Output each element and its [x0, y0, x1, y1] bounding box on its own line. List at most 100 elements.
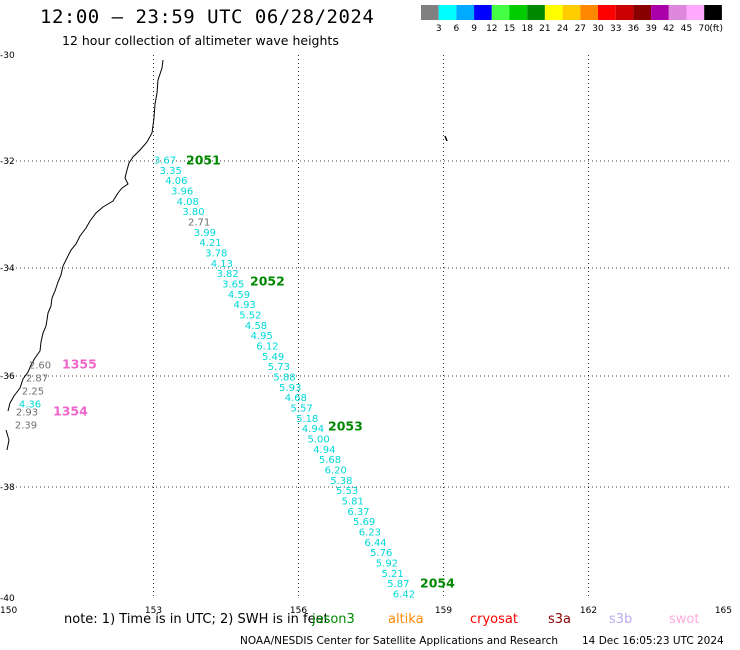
swh-value-label: 4.94: [302, 424, 324, 435]
legend-tick-label: 39: [645, 24, 657, 34]
swh-value-label: 4.94: [313, 445, 335, 456]
swh-value-label: 3.80: [182, 207, 204, 218]
swh-value-label: 5.88: [273, 373, 295, 384]
swh-value-label: 5.21: [381, 569, 403, 580]
swh-value-label: 5.68: [319, 455, 341, 466]
lat-tick-label: -30: [0, 51, 15, 61]
swh-value-label: 4.13: [211, 259, 233, 270]
legend-swatch: [438, 5, 457, 20]
legend-swatch: [651, 5, 669, 20]
altimeter-track: 3.673.354.063.964.083.802.713.994.213.78…: [15, 156, 415, 601]
swh-value-label: 4.68: [285, 393, 307, 404]
swh-value-label: 4.59: [228, 290, 250, 301]
legend-tick-label: 3: [436, 24, 442, 34]
lon-tick-label: 162: [580, 606, 597, 616]
swh-value-label: 3.67: [154, 156, 176, 167]
australia-coastline: [7, 59, 164, 412]
lat-tick-label: -40: [0, 594, 15, 604]
legend-swatch: [668, 5, 687, 20]
legend-tick-label: 36: [628, 24, 640, 34]
legend-tick-label: 30: [592, 24, 604, 34]
swh-value-label: 2.93: [16, 408, 38, 419]
swh-value-label: 2.25: [22, 387, 44, 398]
footer-note: note: 1) Time is in UTC; 2) SWH is in fe…: [64, 612, 329, 627]
legend-swatch: [421, 5, 439, 20]
pass-number-label: 1354: [53, 404, 88, 419]
swh-value-label: 5.49: [262, 352, 284, 363]
swh-value-label: 2.60: [29, 361, 51, 372]
legend-swatch: [686, 5, 705, 20]
swh-value-label: 6.37: [347, 507, 369, 518]
swh-value-label: 3.78: [205, 249, 227, 260]
legend-swatch: [562, 5, 581, 20]
island-speck: [444, 135, 448, 142]
legend-tick-label: 18: [521, 24, 533, 34]
pass-labels: 2051 2052 2053 2054 1355 1354: [53, 153, 455, 591]
legend-tick-label: 33: [610, 24, 621, 34]
swh-value-label: 2.39: [15, 421, 37, 432]
legend-tick-label: 12: [486, 24, 497, 34]
map-subtitle: 12 hour collection of altimeter wave hei…: [62, 33, 339, 48]
map-title: 12:00 – 23:59 UTC 06/28/2024: [40, 6, 375, 28]
legend-tick-label: 45: [681, 24, 692, 34]
lat-tick-label: -32: [0, 157, 15, 167]
swh-value-label: 5.00: [308, 435, 330, 446]
swh-value-label: 4.21: [199, 238, 221, 249]
legend-tick-label: 21: [539, 24, 550, 34]
swh-value-label: 5.52: [239, 311, 261, 322]
swh-value-label: 5.18: [296, 414, 318, 425]
swh-value-label: 5.87: [387, 579, 409, 590]
lat-tick-label: -38: [0, 483, 15, 493]
swh-value-label: 4.36: [19, 400, 41, 411]
legend-swatch: [704, 5, 722, 20]
legend-swatch: [456, 5, 475, 20]
swh-value-label: 6.42: [393, 590, 415, 601]
credit-line: NOAA/NESDIS Center for Satellite Applica…: [240, 635, 558, 647]
legend-swatch: [580, 5, 598, 20]
legend-swatch: [615, 5, 634, 20]
swh-value-label: 3.99: [194, 228, 216, 239]
swh-value-label: 4.06: [165, 176, 187, 187]
sat-cryosat: cryosat: [470, 612, 518, 627]
color-legend: 3 6 9 12 15 18 21 24 27 30 33 36 39 42 45 70 (ft): [421, 5, 723, 34]
sat-altika: altika: [388, 612, 424, 627]
pass-number-label: 2051: [186, 153, 221, 168]
swh-value-label: 5.57: [290, 404, 312, 415]
legend-tick-label: 15: [504, 24, 515, 34]
swh-value-label: 5.93: [279, 383, 301, 394]
lat-tick-label: -36: [0, 372, 15, 382]
legend-swatch: [598, 5, 616, 20]
swh-value-label: 4.58: [245, 321, 267, 332]
swh-value-label: 6.20: [325, 466, 347, 477]
swh-value-label: 5.76: [370, 548, 392, 559]
swh-value-label: 3.96: [171, 187, 193, 198]
sat-jason3: jason3: [312, 612, 355, 627]
legend-tick-label: 6: [454, 24, 460, 34]
legend-tick-label: 27: [575, 24, 586, 34]
legend-swatch: [509, 5, 528, 20]
swh-value-label: 3.82: [216, 269, 238, 280]
legend-swatch: [527, 5, 545, 20]
legend-swatch: [544, 5, 563, 20]
pass-number-label: 2054: [420, 576, 455, 591]
sat-s3b: s3b: [609, 612, 633, 627]
sat-swot: swot: [669, 612, 700, 627]
legend-swatch: [491, 5, 510, 20]
credit-date: 14 Dec 16:05:23 UTC 2024: [582, 635, 724, 647]
swh-value-label: 5.73: [268, 362, 290, 373]
lon-tick-label: 165: [715, 606, 732, 616]
swh-value-label: 5.92: [376, 559, 398, 570]
swh-value-label: 2.71: [188, 218, 210, 229]
pass-number-label: 2052: [250, 274, 285, 289]
swh-value-label: 6.12: [256, 342, 278, 353]
lon-tick-label: 150: [0, 606, 17, 616]
legend-swatch: [474, 5, 492, 20]
swh-value-label: 4.08: [177, 197, 199, 208]
pass-number-label: 1355: [62, 357, 97, 372]
pass-number-label: 2053: [328, 419, 363, 434]
legend-tick-label: 70: [698, 24, 710, 34]
swh-value-label: 3.35: [160, 166, 182, 177]
swh-value-label: 6.44: [364, 538, 386, 549]
swh-value-label: 2.87: [26, 374, 48, 385]
